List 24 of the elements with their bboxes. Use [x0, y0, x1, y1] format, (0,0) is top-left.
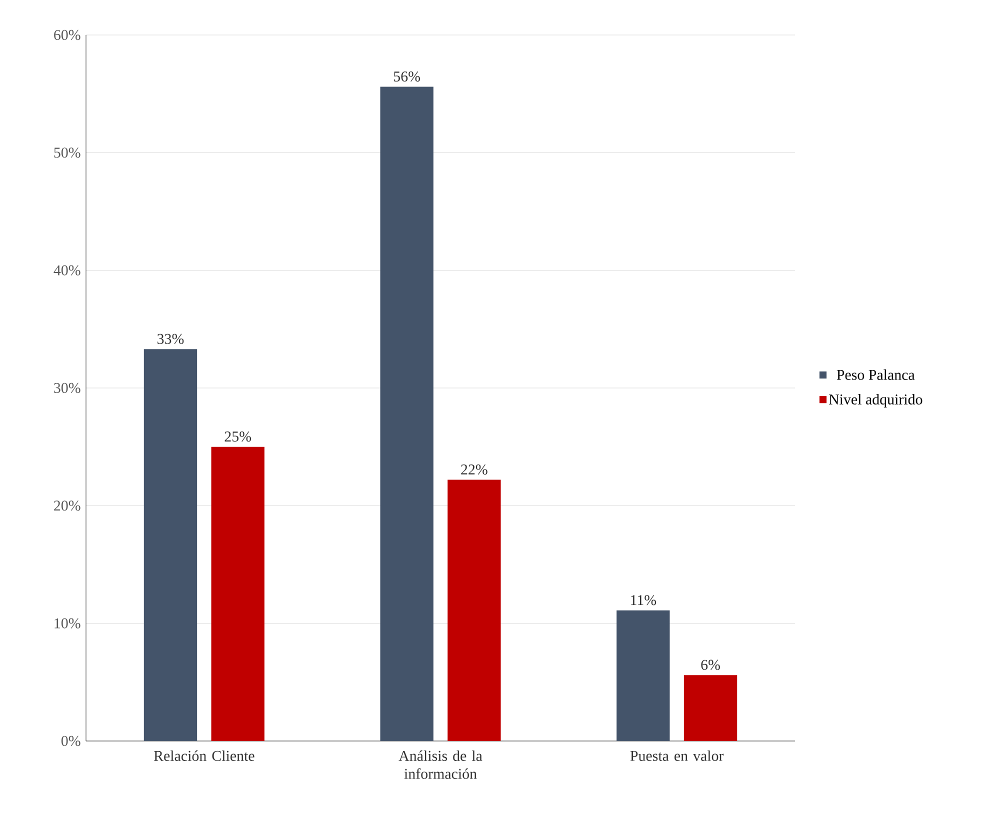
y-tick-label: 10%	[54, 618, 80, 628]
data-label: 11%	[631, 595, 656, 606]
data-label: 33%	[158, 334, 184, 344]
y-tick-label: 40%	[54, 265, 80, 276]
y-tick-label: 0%	[61, 736, 80, 746]
data-label: 22%	[461, 464, 488, 475]
y-tick-label: 20%	[54, 500, 80, 511]
data-label: 25%	[224, 432, 252, 442]
bar	[684, 675, 738, 741]
bar	[616, 610, 670, 741]
x-tick-label: Análisis de la información	[398, 750, 482, 779]
bar	[144, 349, 198, 741]
bar	[380, 86, 434, 741]
x-tick-label: Puesta en valor	[630, 750, 724, 761]
bar	[211, 446, 264, 741]
bar	[448, 480, 501, 741]
y-tick-label: 50%	[54, 148, 80, 158]
legend-label: Nivel adquirido	[828, 394, 922, 408]
data-label: 6%	[701, 660, 720, 670]
y-tick-label: 60%	[54, 30, 80, 40]
legend-label: Peso Palanca	[836, 369, 915, 380]
x-tick-label: Relación Cliente	[154, 750, 254, 761]
data-label: 56%	[394, 71, 420, 82]
y-tick-label: 30%	[54, 382, 80, 394]
